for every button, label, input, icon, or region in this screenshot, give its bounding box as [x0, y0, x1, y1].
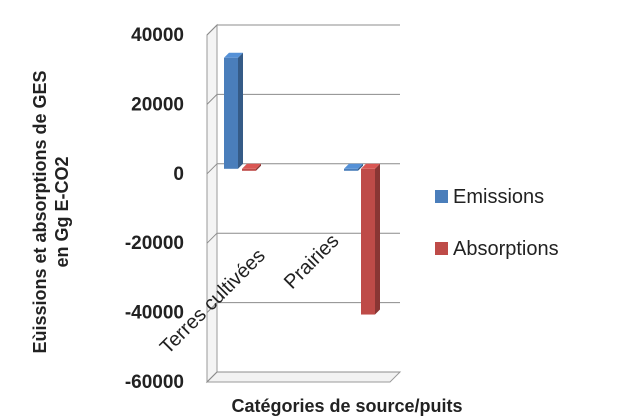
y-tick-label: 20000 [131, 94, 184, 115]
y-tick-label: -60000 [125, 372, 184, 393]
y-tick-label: 40000 [131, 25, 184, 46]
legend-label-absorptions: Absorptions [453, 238, 559, 260]
y-tick-label: -40000 [125, 303, 184, 324]
legend-swatch-absorptions [435, 242, 448, 255]
gridline [206, 371, 400, 383]
legend-swatch-emissions [435, 190, 448, 203]
back-wall [217, 25, 400, 372]
y-tick-labels: 40000 20000 0 -20000 -40000 -60000 [125, 25, 184, 393]
side-wall [206, 23, 218, 384]
y-tick-label: 0 [173, 164, 184, 185]
gridline [206, 93, 400, 105]
x-axis-title: Catégories de source/puits [231, 396, 462, 416]
gridline [206, 24, 400, 36]
y-axis-title-line2: en Gg E-CO2 [52, 156, 72, 267]
legend-label-emissions: Emissions [453, 186, 544, 208]
y-tick-label: -20000 [125, 233, 184, 254]
bar-emissions-0 [224, 52, 243, 169]
bar-absorptions-0 [242, 163, 261, 171]
bar-absorptions-1 [361, 163, 380, 315]
bars [224, 52, 380, 315]
floor [205, 371, 402, 383]
y-axis-title-line1: Eùissions et absorptions de GES [30, 70, 50, 353]
bar-emissions-1 [344, 163, 363, 171]
legend: Emissions Absorptions [435, 186, 559, 260]
